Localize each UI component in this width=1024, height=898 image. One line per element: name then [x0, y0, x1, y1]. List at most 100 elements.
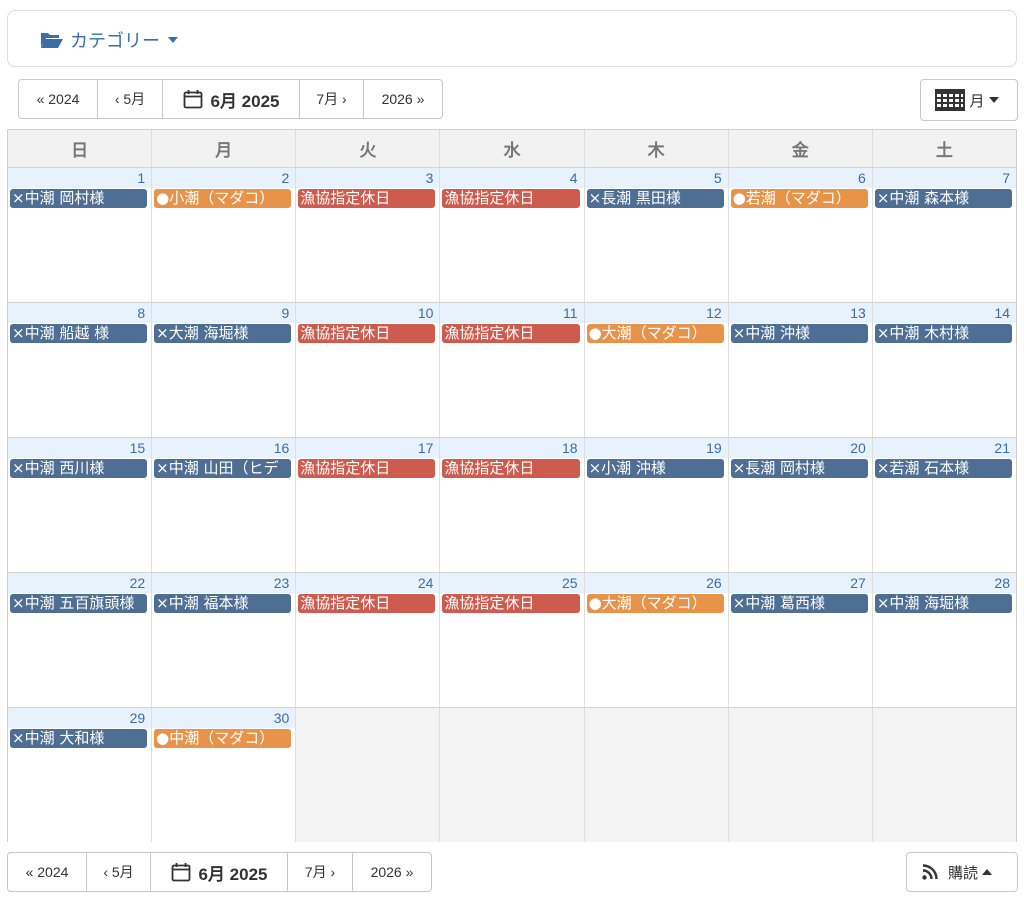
day-number[interactable]: 23 — [152, 573, 296, 593]
calendar-day[interactable]: 24 漁協指定休日 — [296, 573, 441, 707]
day-number[interactable]: 16 — [152, 438, 296, 458]
calendar-event[interactable]: ×中潮 岡村様 — [10, 189, 148, 208]
calendar-day[interactable]: 13 ×中潮 沖様 — [728, 303, 873, 437]
day-number[interactable]: 28 — [872, 573, 1016, 593]
calendar-day[interactable]: 8 ×中潮 船越 様 — [8, 303, 153, 437]
calendar-event[interactable]: 漁協指定休日 — [298, 189, 436, 208]
calendar-day[interactable]: 25 漁協指定休日 — [440, 573, 585, 707]
next-month-button-bottom[interactable]: 7月 › — [288, 852, 353, 892]
day-number[interactable]: 22 — [8, 573, 152, 593]
day-number[interactable]: 25 — [440, 573, 584, 593]
calendar-day[interactable]: 21 ×若潮 石本様 — [872, 438, 1016, 572]
day-number[interactable]: 9 — [152, 303, 296, 323]
day-number[interactable]: 30 — [152, 708, 296, 728]
subscribe-dropdown[interactable]: 購読 — [906, 852, 1018, 892]
calendar-day[interactable]: 29 ×中潮 大和様 — [8, 708, 153, 842]
next-year-button-bottom[interactable]: 2026 » — [353, 852, 432, 892]
calendar-event[interactable]: ×長潮 岡村様 — [730, 459, 868, 478]
day-number[interactable]: 8 — [8, 303, 152, 323]
day-number[interactable]: 14 — [872, 303, 1016, 323]
calendar-event[interactable]: ×中潮 森本様 — [874, 189, 1012, 208]
day-number[interactable]: 11 — [440, 303, 584, 323]
next-month-button[interactable]: 7月 › — [300, 79, 364, 119]
calendar-day[interactable]: 12 ●大潮（マダコ） — [584, 303, 729, 437]
prev-year-button-bottom[interactable]: « 2024 — [7, 852, 87, 892]
calendar-day[interactable]: 5 ×長潮 黒田様 — [584, 168, 729, 302]
calendar-day[interactable]: 10 漁協指定休日 — [296, 303, 441, 437]
day-number[interactable]: 17 — [296, 438, 440, 458]
calendar-event[interactable]: ×中潮 大和様 — [10, 729, 148, 748]
calendar-day[interactable]: 17 漁協指定休日 — [296, 438, 441, 572]
calendar-event[interactable]: ×中潮 葛西様 — [730, 594, 868, 613]
calendar-event[interactable]: ●大潮（マダコ） — [586, 324, 724, 343]
calendar-event[interactable]: ×中潮 海堀様 — [874, 594, 1012, 613]
calendar-event[interactable]: ●若潮（マダコ） — [730, 189, 868, 208]
calendar-event[interactable]: 漁協指定休日 — [442, 189, 580, 208]
calendar-event[interactable]: ●中潮（マダコ） — [154, 729, 292, 748]
next-year-button[interactable]: 2026 » — [364, 79, 443, 119]
calendar-day[interactable]: 26 ●大潮（マダコ） — [584, 573, 729, 707]
calendar-day[interactable]: 28 ×中潮 海堀様 — [872, 573, 1016, 707]
day-number[interactable]: 21 — [872, 438, 1016, 458]
calendar-event[interactable]: 漁協指定休日 — [442, 324, 580, 343]
calendar-event[interactable]: 漁協指定休日 — [442, 594, 580, 613]
day-number[interactable]: 26 — [584, 573, 728, 593]
calendar-event[interactable]: 漁協指定休日 — [298, 459, 436, 478]
calendar-day[interactable]: 1 ×中潮 岡村様 — [8, 168, 153, 302]
calendar-day[interactable]: 4 漁協指定休日 — [440, 168, 585, 302]
calendar-event[interactable]: ×小潮 沖様 — [586, 459, 724, 478]
day-number[interactable]: 5 — [584, 168, 728, 188]
calendar-day[interactable]: 7 ×中潮 森本様 — [872, 168, 1016, 302]
calendar-event[interactable]: ●小潮（マダコ） — [154, 189, 292, 208]
calendar-day[interactable]: 2 ●小潮（マダコ） — [152, 168, 297, 302]
calendar-event[interactable]: ×中潮 西川様 — [10, 459, 148, 478]
category-dropdown[interactable]: カテゴリー — [40, 27, 184, 53]
calendar-day[interactable]: 18 漁協指定休日 — [440, 438, 585, 572]
day-number[interactable]: 27 — [728, 573, 872, 593]
day-number[interactable]: 2 — [152, 168, 296, 188]
calendar-event[interactable]: 漁協指定休日 — [298, 594, 436, 613]
day-number[interactable]: 7 — [872, 168, 1016, 188]
calendar-day[interactable]: 11 漁協指定休日 — [440, 303, 585, 437]
day-number[interactable]: 13 — [728, 303, 872, 323]
calendar-day[interactable]: 16 ×中潮 山田（ヒデ — [152, 438, 297, 572]
day-number[interactable]: 3 — [296, 168, 440, 188]
calendar-event[interactable]: ×中潮 木村様 — [874, 324, 1012, 343]
calendar-event[interactable]: ×中潮 山田（ヒデ — [154, 459, 292, 478]
calendar-day[interactable]: 9 ×大潮 海堀様 — [152, 303, 297, 437]
day-number[interactable]: 12 — [584, 303, 728, 323]
day-number[interactable]: 15 — [8, 438, 152, 458]
day-number[interactable]: 19 — [584, 438, 728, 458]
calendar-event[interactable]: ●大潮（マダコ） — [586, 594, 724, 613]
calendar-day[interactable]: 15 ×中潮 西川様 — [8, 438, 153, 572]
calendar-day[interactable]: 27 ×中潮 葛西様 — [728, 573, 873, 707]
day-number[interactable]: 29 — [8, 708, 152, 728]
calendar-day[interactable]: 6 ●若潮（マダコ） — [728, 168, 873, 302]
calendar-event[interactable]: 漁協指定休日 — [442, 459, 580, 478]
day-number[interactable]: 1 — [8, 168, 152, 188]
calendar-event[interactable]: ×長潮 黒田様 — [586, 189, 724, 208]
prev-month-button[interactable]: ‹ 5月 — [98, 79, 163, 119]
calendar-day[interactable]: 23 ×中潮 福本様 — [152, 573, 297, 707]
calendar-event[interactable]: ×若潮 石本様 — [874, 459, 1012, 478]
calendar-event[interactable]: ×中潮 沖様 — [730, 324, 868, 343]
day-number[interactable]: 4 — [440, 168, 584, 188]
prev-month-button-bottom[interactable]: ‹ 5月 — [87, 852, 151, 892]
calendar-event[interactable]: ×中潮 船越 様 — [10, 324, 148, 343]
calendar-day[interactable]: 20 ×長潮 岡村様 — [728, 438, 873, 572]
calendar-day[interactable]: 19 ×小潮 沖様 — [584, 438, 729, 572]
calendar-event[interactable]: ×中潮 五百旗頭様 — [10, 594, 148, 613]
calendar-event[interactable]: 漁協指定休日 — [298, 324, 436, 343]
calendar-day[interactable]: 3 漁協指定休日 — [296, 168, 441, 302]
calendar-day[interactable]: 14 ×中潮 木村様 — [872, 303, 1016, 437]
calendar-day[interactable]: 22 ×中潮 五百旗頭様 — [8, 573, 153, 707]
day-number[interactable]: 24 — [296, 573, 440, 593]
view-dropdown[interactable]: 月 — [920, 79, 1018, 121]
prev-year-button[interactable]: « 2024 — [18, 79, 98, 119]
day-number[interactable]: 10 — [296, 303, 440, 323]
day-number[interactable]: 6 — [728, 168, 872, 188]
calendar-event[interactable]: ×大潮 海堀様 — [154, 324, 292, 343]
day-number[interactable]: 20 — [728, 438, 872, 458]
day-number[interactable]: 18 — [440, 438, 584, 458]
calendar-event[interactable]: ×中潮 福本様 — [154, 594, 292, 613]
